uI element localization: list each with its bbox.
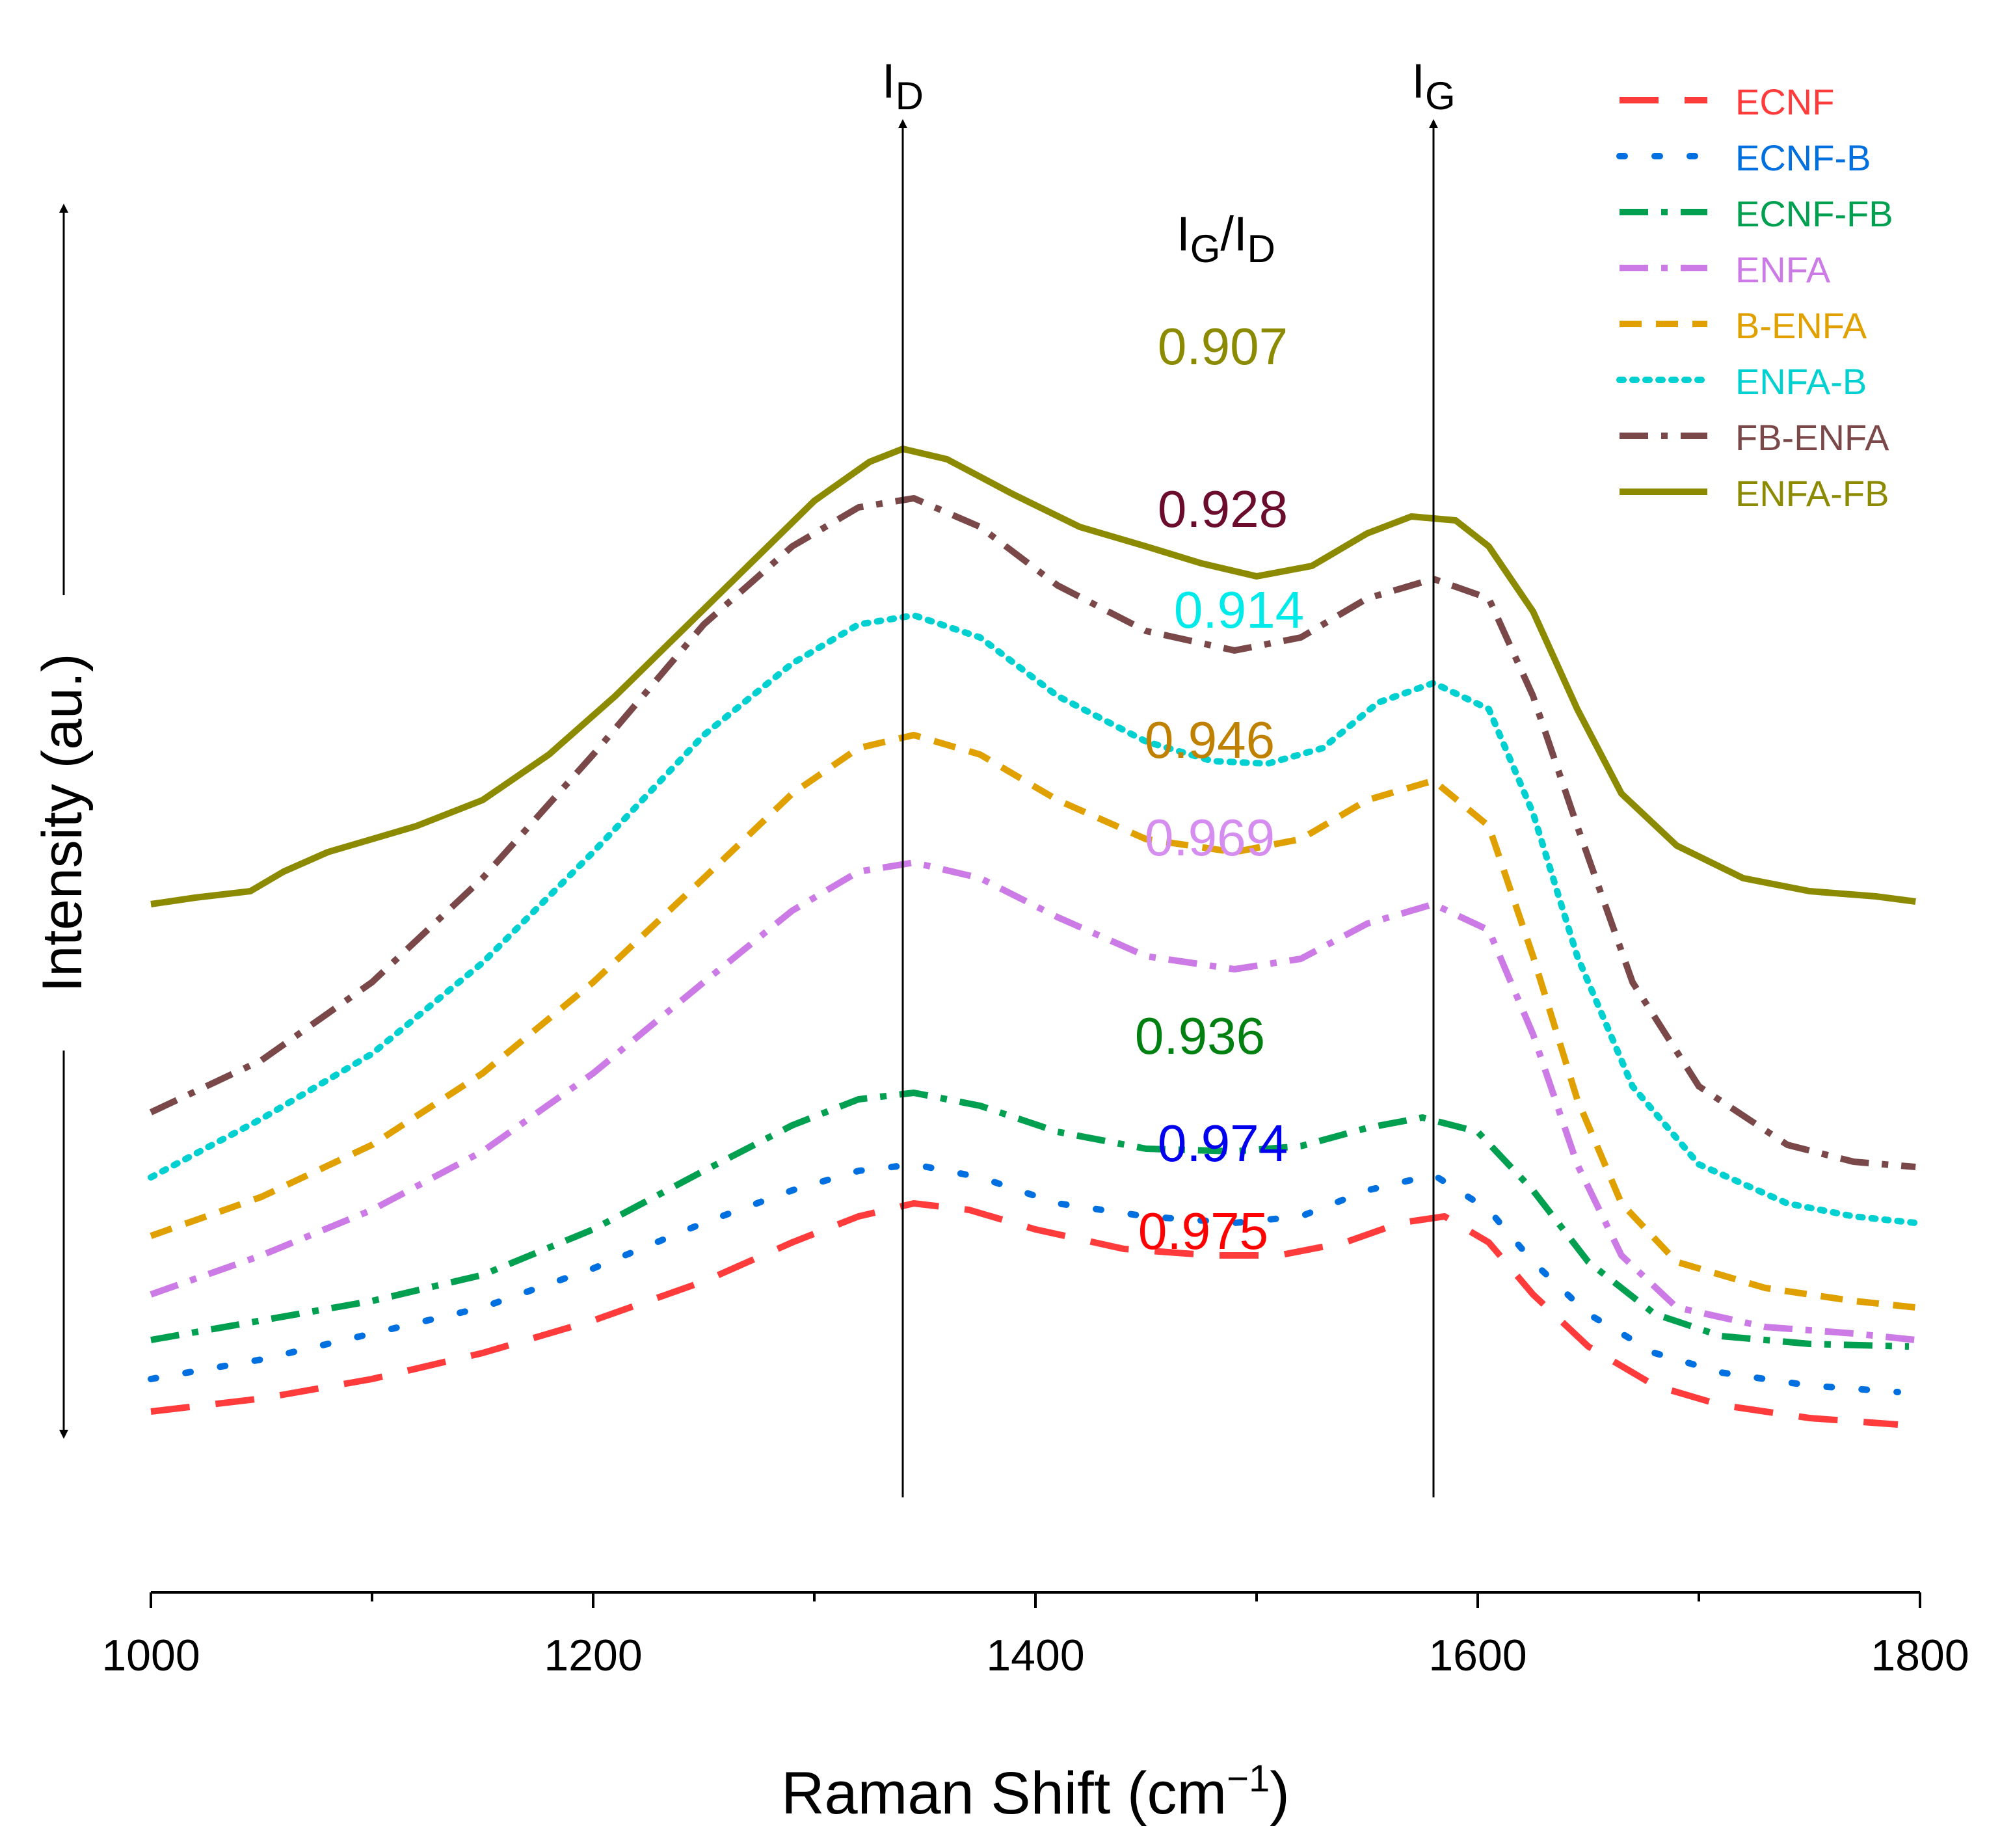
ratio-value-ecnf: 0.975 — [1138, 1202, 1268, 1260]
series-layer — [148, 446, 1919, 1428]
ratio-label-layer: IG/ID 0.975 0.974 0.936 0.969 0.946 0.914 0.928… — [1135, 207, 1304, 1260]
legend-label-ecnf-b: ECNF-B — [1735, 137, 1871, 178]
series-line-enfa — [150, 859, 1916, 1343]
x-tick-label: 1000 — [101, 1631, 200, 1680]
ratio-value-enfa-fb: 0.907 — [1158, 317, 1288, 375]
x-tick-label: 1600 — [1428, 1631, 1527, 1680]
legend-label-ecnf-fb: ECNF-FB — [1735, 193, 1893, 234]
series-line-ecnf-fb — [150, 1090, 1910, 1350]
series-line-enfa-b — [148, 612, 1919, 1226]
x-tick-label: 1800 — [1871, 1631, 1969, 1680]
legend: ECNF ECNF-B ECNF-FB ENFA B-ENFA ENFA-B FB-ENFA… — [1616, 81, 1893, 514]
legend-label-enfa: ENFA — [1735, 249, 1831, 290]
x-tick-label: 1400 — [986, 1631, 1084, 1680]
series-line-ecnf-b — [148, 1161, 1901, 1395]
ratio-value-ecnf-fb: 0.936 — [1135, 1007, 1265, 1065]
peak-marker-layer: ID IG — [882, 54, 1456, 1497]
ratio-header: IG/ID — [1177, 207, 1275, 271]
ratio-value-fb-enfa: 0.928 — [1158, 480, 1288, 538]
x-tick-label: 1200 — [544, 1631, 642, 1680]
peak-marker-label-g: IG — [1411, 54, 1455, 118]
legend-label-ecnf: ECNF — [1735, 81, 1834, 122]
x-axis: 1000 1200 1400 1600 1800 — [101, 1591, 1969, 1680]
series-line-ecnf — [150, 1200, 1899, 1428]
series-line-enfa-fb — [150, 446, 1916, 907]
legend-label-enfa-b: ENFA-B — [1735, 361, 1867, 402]
y-axis-title: Intensity (au.) — [31, 654, 94, 993]
ratio-value-b-enfa: 0.946 — [1145, 711, 1275, 769]
ratio-value-enfa-b: 0.914 — [1174, 581, 1304, 639]
axis-labels: Raman Shift (cm−1) Intensity (au.) — [31, 204, 1290, 1827]
legend-label-enfa-fb: ENFA-FB — [1735, 473, 1889, 514]
series-line-fb-enfa — [149, 495, 1916, 1170]
ratio-value-ecnf-b: 0.974 — [1158, 1114, 1288, 1172]
legend-label-b-enfa: B-ENFA — [1735, 305, 1867, 346]
series-line-b-enfa — [150, 732, 1916, 1311]
x-axis-title: Raman Shift (cm−1) — [781, 1758, 1290, 1827]
ratio-value-enfa: 0.969 — [1145, 809, 1275, 866]
legend-label-fb-enfa: FB-ENFA — [1735, 417, 1889, 458]
peak-marker-label-d: ID — [882, 54, 924, 118]
